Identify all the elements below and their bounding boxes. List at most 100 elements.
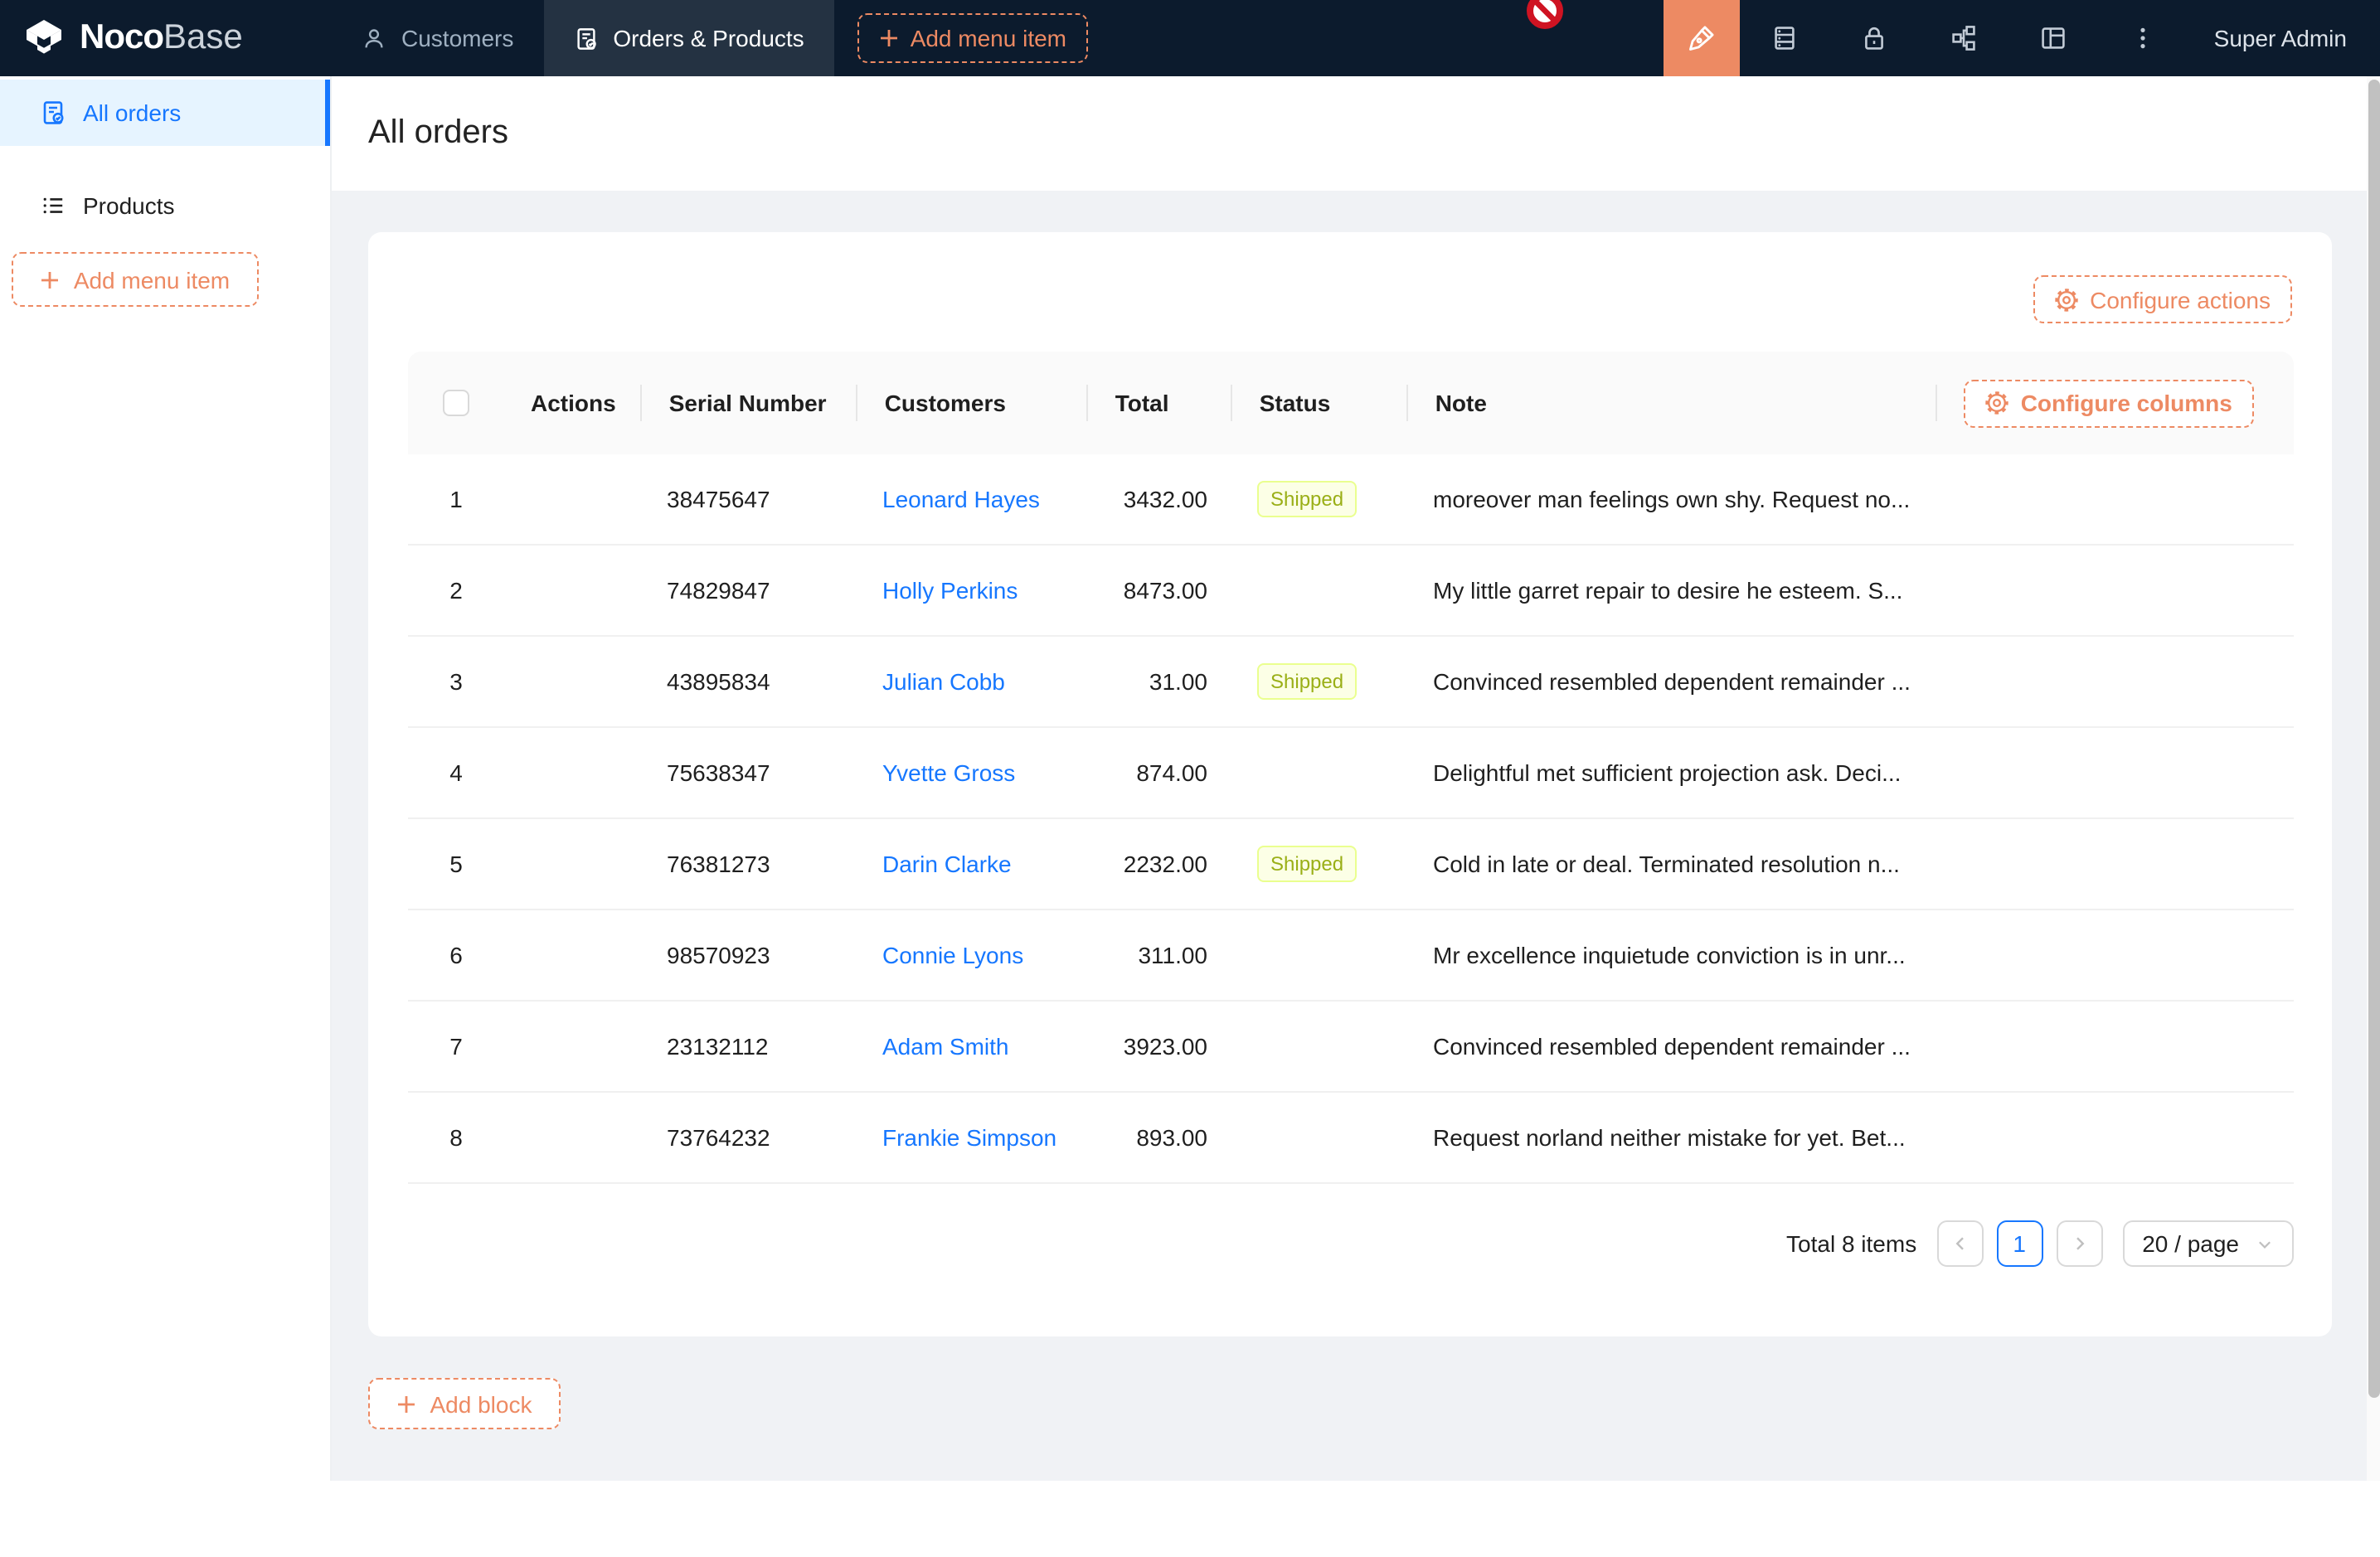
table-row: 4 75638347 Yvette Gross 874.00 Delightfu… [408, 728, 2294, 819]
select-all-checkbox[interactable] [443, 390, 469, 416]
layout-icon [2040, 25, 2067, 51]
customer-link[interactable]: Connie Lyons [882, 942, 1023, 968]
total-cell: 893.00 [1086, 1124, 1231, 1151]
page-header: All orders [332, 76, 2380, 191]
table-row: 8 73764232 Frankie Simpson 893.00 Reques… [408, 1093, 2294, 1184]
page-size-select[interactable]: 20 / page [2122, 1220, 2294, 1267]
serial-number-cell: 23132112 [640, 1033, 856, 1060]
customer-cell: Connie Lyons [856, 942, 1086, 968]
order-file-check-icon [40, 99, 66, 126]
nocobase-logo-icon [22, 18, 66, 58]
add-block-button[interactable]: Add block [368, 1378, 561, 1429]
customer-link[interactable]: Yvette Gross [882, 759, 1015, 786]
sidebar-item-all-orders[interactable]: All orders [0, 80, 330, 146]
status-cell: Shipped [1231, 846, 1406, 882]
gear-icon [2055, 288, 2078, 311]
table-row: 2 74829847 Holly Perkins 8473.00 My litt… [408, 546, 2294, 637]
row-index: 8 [408, 1124, 504, 1151]
chevron-down-icon [2256, 1234, 2274, 1253]
configure-actions-button[interactable]: Configure actions [2033, 275, 2292, 323]
serial-number-cell: 98570923 [640, 942, 856, 968]
chevron-right-icon [2069, 1234, 2089, 1254]
gear-icon [1986, 391, 2009, 415]
table-row: 5 76381273 Darin Clarke 2232.00 Shipped … [408, 819, 2294, 910]
total-cell: 3923.00 [1086, 1033, 1231, 1060]
pagination-next-button[interactable] [2056, 1220, 2102, 1267]
customer-link[interactable]: Julian Cobb [882, 668, 1005, 695]
current-user-menu[interactable]: Super Admin [2214, 25, 2347, 51]
column-header-note: Note [1409, 352, 1938, 454]
customer-cell: Leonard Hayes [856, 486, 1086, 512]
customer-link[interactable]: Darin Clarke [882, 851, 1012, 877]
orders-table-block: Configure actions Actions Serial Number … [368, 232, 2332, 1336]
database-button[interactable] [1740, 0, 1829, 76]
scrollbar-track [2367, 76, 2380, 1481]
scrollbar-thumb[interactable] [2368, 80, 2380, 1398]
pagination-prev-button[interactable] [1936, 1220, 1983, 1267]
customer-link[interactable]: Holly Perkins [882, 577, 1018, 604]
lock-icon [1861, 25, 1887, 51]
nocobase-logo[interactable]: NocoBase [0, 18, 332, 58]
navbar-right-icons: Super Admin [1664, 0, 2380, 76]
pagination-total: Total 8 items [1786, 1230, 1916, 1257]
column-header-total: Total [1089, 352, 1233, 454]
table-row: 1 38475647 Leonard Hayes 3432.00 Shipped… [408, 454, 2294, 546]
navbar-add-menu-item-button[interactable]: Add menu item [857, 13, 1088, 63]
customer-cell: Darin Clarke [856, 851, 1086, 877]
row-index: 7 [408, 1033, 504, 1060]
serial-number-cell: 38475647 [640, 486, 856, 512]
table-row: 6 98570923 Connie Lyons 311.00 Mr excell… [408, 910, 2294, 1002]
plus-icon [397, 1394, 417, 1414]
note-cell: Mr excellence inquietude conviction is i… [1406, 942, 1936, 968]
tab-orders-products[interactable]: Orders & Products [543, 0, 833, 76]
customer-link[interactable]: Leonard Hayes [882, 486, 1040, 512]
status-cell: Shipped [1231, 663, 1406, 700]
customer-link[interactable]: Adam Smith [882, 1033, 1009, 1060]
note-cell: Convinced resembled dependent remainder … [1406, 668, 1936, 695]
layout-button[interactable] [2008, 0, 2098, 76]
plugin-partition-button[interactable] [1919, 0, 2008, 76]
serial-number-cell: 76381273 [640, 851, 856, 877]
navbar-tabs: Customers Orders & Products [332, 0, 834, 76]
total-cell: 8473.00 [1086, 577, 1231, 604]
serial-number-cell: 73764232 [640, 1124, 856, 1151]
more-menu-button[interactable] [2098, 0, 2188, 76]
table-header-row: Actions Serial Number Customers Total St… [408, 352, 2294, 454]
row-index: 3 [408, 668, 504, 695]
logo-text-light: Base [163, 18, 243, 56]
plus-icon [879, 28, 899, 48]
total-cell: 31.00 [1086, 668, 1231, 695]
configure-columns-button[interactable]: Configure columns [1965, 379, 2254, 427]
select-all-cell [408, 352, 504, 454]
customer-cell: Holly Perkins [856, 577, 1086, 604]
serial-number-cell: 43895834 [640, 668, 856, 695]
row-index: 5 [408, 851, 504, 877]
customer-cell: Yvette Gross [856, 759, 1086, 786]
total-cell: 311.00 [1086, 942, 1231, 968]
note-cell: Request norland neither mistake for yet.… [1406, 1124, 1936, 1151]
row-index: 2 [408, 577, 504, 604]
row-index: 1 [408, 486, 504, 512]
table-row: 3 43895834 Julian Cobb 31.00 Shipped Con… [408, 637, 2294, 728]
ui-editor-pen-button[interactable] [1664, 0, 1740, 76]
sidebar-item-label: All orders [83, 99, 181, 126]
column-header-serial-number: Serial Number [643, 352, 858, 454]
tab-customers[interactable]: Customers [332, 0, 543, 76]
total-cell: 874.00 [1086, 759, 1231, 786]
page-title: All orders [368, 114, 508, 153]
page-size-value: 20 / page [2142, 1230, 2239, 1257]
order-file-check-icon [573, 26, 598, 51]
column-header-customers: Customers [858, 352, 1089, 454]
sidebar-add-menu-item-button[interactable]: Add menu item [12, 252, 259, 307]
status-badge: Shipped [1257, 846, 1357, 882]
pagination-page-1[interactable]: 1 [1996, 1220, 2042, 1267]
sidebar-item-products[interactable]: Products [0, 172, 330, 239]
sidebar: All orders Products Add menu item [0, 76, 332, 1481]
lock-button[interactable] [1829, 0, 1919, 76]
pagination: Total 8 items 1 [408, 1220, 2294, 1267]
note-cell: Cold in late or deal. Terminated resolut… [1406, 851, 1936, 877]
customer-link[interactable]: Frankie Simpson [882, 1124, 1056, 1151]
configure-actions-label: Configure actions [2090, 286, 2271, 313]
total-cell: 3432.00 [1086, 486, 1231, 512]
logo-text-bold: Noco [80, 18, 163, 56]
